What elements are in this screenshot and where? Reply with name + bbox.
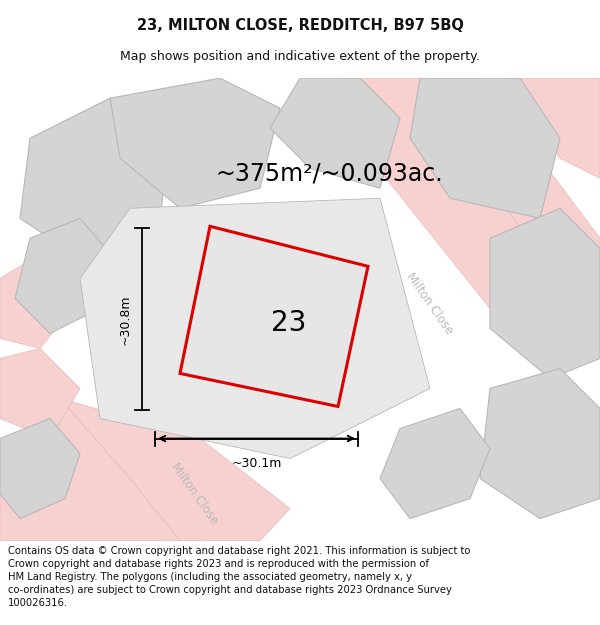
Polygon shape [60, 399, 290, 541]
Polygon shape [420, 78, 600, 288]
Text: ~375m²/~0.093ac.: ~375m²/~0.093ac. [215, 161, 443, 185]
Text: Map shows position and indicative extent of the property.: Map shows position and indicative extent… [120, 50, 480, 62]
Text: 23: 23 [271, 309, 307, 337]
Text: Milton Close: Milton Close [169, 460, 221, 527]
Text: Milton Close: Milton Close [404, 270, 456, 337]
Polygon shape [480, 369, 600, 519]
Polygon shape [410, 78, 560, 218]
Polygon shape [0, 399, 260, 541]
Text: ~30.8m: ~30.8m [119, 294, 132, 344]
Polygon shape [490, 208, 600, 379]
Text: ~30.1m: ~30.1m [232, 456, 281, 469]
Polygon shape [20, 98, 170, 258]
Polygon shape [270, 78, 400, 188]
Text: 23, MILTON CLOSE, REDDITCH, B97 5BQ: 23, MILTON CLOSE, REDDITCH, B97 5BQ [137, 18, 463, 32]
Polygon shape [80, 198, 430, 459]
Polygon shape [380, 409, 490, 519]
Text: Contains OS data © Crown copyright and database right 2021. This information is : Contains OS data © Crown copyright and d… [8, 546, 470, 608]
Polygon shape [15, 218, 110, 333]
Polygon shape [500, 78, 600, 178]
Polygon shape [320, 78, 540, 308]
Polygon shape [110, 78, 280, 208]
Polygon shape [0, 419, 80, 519]
Polygon shape [0, 348, 80, 439]
Polygon shape [180, 226, 368, 406]
Polygon shape [0, 248, 80, 348]
